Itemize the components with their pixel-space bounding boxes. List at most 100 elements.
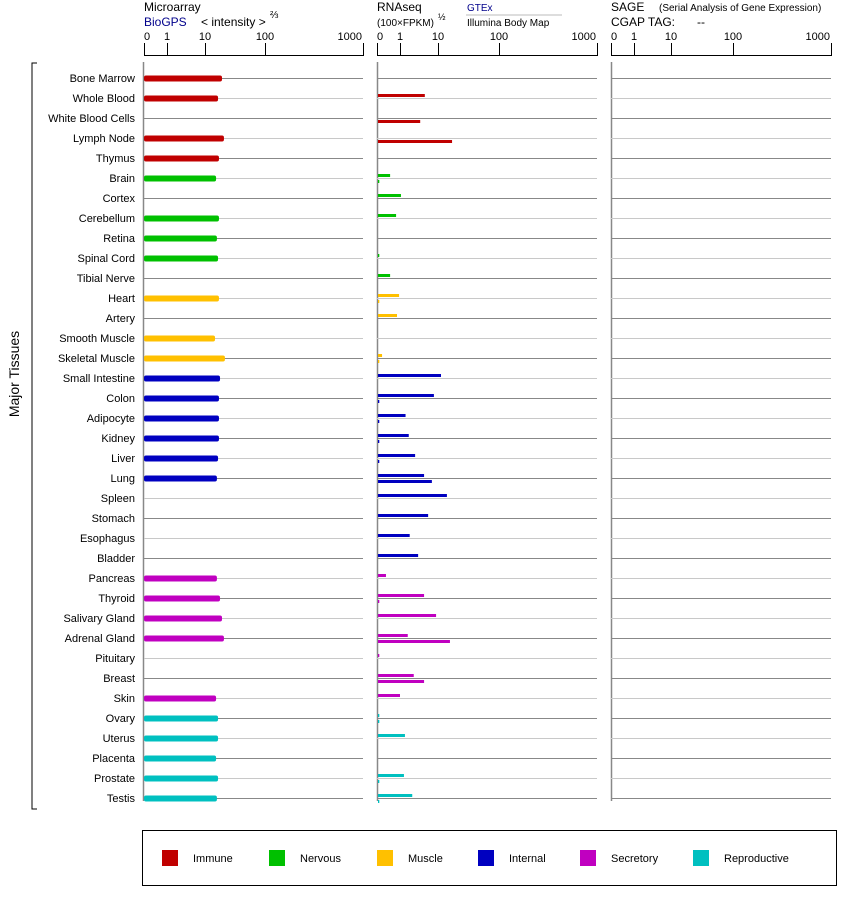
microarray-tick-label: 10 — [199, 31, 211, 43]
tissue-label[interactable]: White Blood Cells — [48, 113, 135, 125]
tissue-label[interactable]: Artery — [106, 313, 136, 325]
tissue-label[interactable]: Salivary Gland — [63, 613, 135, 625]
illumina-bar — [378, 400, 380, 403]
biogps-bar — [144, 415, 219, 422]
biogps-bar — [144, 95, 219, 102]
gtex-bar — [378, 494, 447, 497]
legend-label-muscle: Muscle — [408, 853, 443, 865]
tissue-label[interactable]: Esophagus — [80, 533, 136, 545]
gtex-bar — [378, 734, 405, 737]
illumina-bar — [378, 140, 453, 143]
tissue-label[interactable]: Pancreas — [89, 573, 136, 585]
tissue-label[interactable]: Breast — [103, 673, 135, 685]
gtex-bar — [378, 194, 401, 197]
microarray-tick-label: 0 — [144, 31, 150, 43]
biogps-bar — [144, 775, 219, 782]
tissue-label[interactable]: Adrenal Gland — [65, 633, 135, 645]
legend-swatch-secretory — [580, 850, 596, 866]
microarray-tick-label: 1000 — [338, 31, 362, 43]
tissue-label[interactable]: Heart — [108, 293, 135, 305]
biogps-bar — [144, 335, 216, 342]
tissue-label[interactable]: Liver — [111, 453, 135, 465]
tissue-label[interactable]: Cortex — [103, 193, 136, 205]
biogps-bar — [144, 595, 221, 602]
tissue-label[interactable]: Bladder — [97, 553, 135, 565]
sage-subtitle: (Serial Analysis of Gene Expression) — [659, 3, 821, 14]
major-tissues-label: Major Tissues — [6, 331, 22, 417]
gtex-link[interactable]: GTEx — [467, 3, 493, 14]
biogps-bar — [144, 715, 219, 722]
tissue-label[interactable]: Small Intestine — [63, 373, 135, 385]
biogps-bar — [144, 355, 225, 362]
biogps-bar — [144, 755, 217, 762]
tissue-label[interactable]: Colon — [106, 393, 135, 405]
biogps-bar — [144, 635, 224, 642]
sage-tick-label: 100 — [724, 31, 742, 43]
gtex-bar — [378, 214, 397, 217]
rnaseq-tick-label: 1000 — [572, 31, 596, 43]
tissue-label[interactable]: Placenta — [92, 753, 136, 765]
tissue-label[interactable]: Uterus — [103, 733, 136, 745]
illumina-bar — [378, 300, 380, 303]
rnaseq-tick-label: 10 — [432, 31, 444, 43]
biogps-bar — [144, 475, 217, 482]
biogps-bar — [144, 795, 217, 802]
gtex-bar — [378, 474, 425, 477]
biogps-bar — [144, 575, 217, 582]
cgap-tag-label: CGAP TAG: — [611, 15, 675, 29]
tissue-label[interactable]: Testis — [107, 793, 136, 805]
tissue-label[interactable]: Adipocyte — [87, 413, 135, 425]
tissue-label[interactable]: Spleen — [101, 493, 135, 505]
tissue-label[interactable]: Smooth Muscle — [59, 333, 135, 345]
gtex-bar — [378, 354, 383, 357]
fpkm-exponent: ½ — [438, 12, 446, 22]
gtex-bar — [378, 414, 406, 417]
illumina-bar — [378, 180, 380, 183]
illumina-bar — [378, 460, 380, 463]
tissue-label[interactable]: Lung — [111, 473, 135, 485]
rnaseq-tick-label: 0 — [377, 31, 383, 43]
biogps-bar — [144, 135, 224, 142]
tissue-label[interactable]: Spinal Cord — [78, 253, 135, 265]
tissue-label[interactable]: Cerebellum — [79, 213, 135, 225]
tissue-label[interactable]: Pituitary — [95, 653, 135, 665]
tissue-label[interactable]: Ovary — [106, 713, 136, 725]
tissue-label[interactable]: Skeletal Muscle — [58, 353, 135, 365]
sage-tick-label: 1 — [631, 31, 637, 43]
gtex-bar — [378, 574, 386, 577]
tissue-label[interactable]: Kidney — [101, 433, 135, 445]
rnaseq-tick-label: 100 — [490, 31, 508, 43]
gtex-bar — [378, 314, 398, 317]
tissue-label[interactable]: Thymus — [96, 153, 136, 165]
gtex-bar — [378, 394, 434, 397]
tissue-label[interactable]: Stomach — [92, 513, 135, 525]
tissue-label[interactable]: Skin — [114, 693, 135, 705]
rnaseq-tick-label: 1 — [397, 31, 403, 43]
tissue-label[interactable]: Retina — [103, 233, 136, 245]
gtex-bar — [378, 554, 419, 557]
biogps-link[interactable]: BioGPS — [144, 15, 187, 29]
biogps-bar — [144, 735, 219, 742]
tissue-label[interactable]: Prostate — [94, 773, 135, 785]
legend-label-secretory: Secretory — [611, 853, 659, 865]
legend-swatch-nervous — [269, 850, 285, 866]
gtex-bar — [378, 674, 414, 677]
legend-label-immune: Immune — [193, 853, 233, 865]
gtex-bar — [378, 274, 391, 277]
biogps-bar — [144, 695, 217, 702]
sage-tick-label: 10 — [665, 31, 677, 43]
gtex-bar — [378, 614, 437, 617]
intensity-unit: < intensity > — [201, 15, 266, 29]
tissue-label[interactable]: Thyroid — [98, 593, 135, 605]
tissue-label[interactable]: Tibial Nerve — [77, 273, 135, 285]
gtex-bar — [378, 594, 425, 597]
group-bracket — [31, 62, 37, 810]
microarray-title: Microarray — [144, 0, 201, 14]
tissue-label[interactable]: Lymph Node — [73, 133, 135, 145]
illumina-bar — [378, 720, 380, 723]
gtex-bar — [378, 94, 425, 97]
tissue-label[interactable]: Brain — [109, 173, 135, 185]
tissue-label[interactable]: Whole Blood — [73, 93, 135, 105]
gtex-bar — [378, 694, 400, 697]
tissue-label[interactable]: Bone Marrow — [70, 73, 135, 85]
